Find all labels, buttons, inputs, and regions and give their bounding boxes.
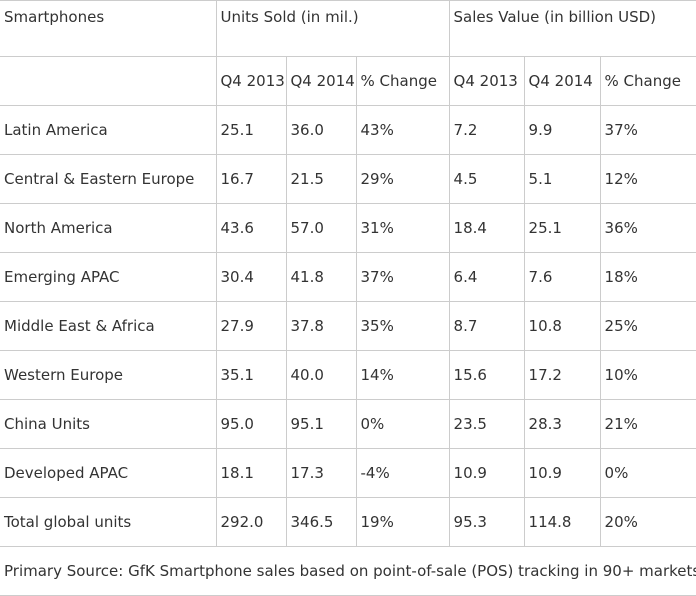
sales-change-cell: 36% xyxy=(599,203,696,253)
units-change-cell: 31% xyxy=(355,203,450,253)
sales-q4-2013-cell: 15.6 xyxy=(448,350,525,400)
units-change-cell: 0% xyxy=(355,399,450,449)
units-q4-2013-cell: 43.6 xyxy=(215,203,287,253)
table-row: Central & Eastern Europe 16.7 21.5 29% 4… xyxy=(0,154,696,204)
region-cell: Latin America xyxy=(0,105,217,155)
source-note: Primary Source: GfK Smartphone sales bas… xyxy=(0,546,696,596)
units-q4-2014-cell: 57.0 xyxy=(285,203,357,253)
table-row: Developed APAC 18.1 17.3 -4% 10.9 10.9 0… xyxy=(0,448,696,498)
sales-change-cell: 20% xyxy=(599,497,696,547)
header-units-q4-2014: Q4 2014 xyxy=(285,56,357,106)
sales-q4-2014-cell: 7.6 xyxy=(523,252,601,302)
sales-q4-2014-cell: 114.8 xyxy=(523,497,601,547)
units-change-cell: 35% xyxy=(355,301,450,351)
sales-q4-2014-cell: 9.9 xyxy=(523,105,601,155)
header-sales-change: % Change xyxy=(599,56,696,106)
units-q4-2014-cell: 21.5 xyxy=(285,154,357,204)
sales-change-cell: 25% xyxy=(599,301,696,351)
sales-q4-2013-cell: 10.9 xyxy=(448,448,525,498)
units-q4-2014-cell: 36.0 xyxy=(285,105,357,155)
sales-q4-2014-cell: 25.1 xyxy=(523,203,601,253)
units-change-cell: 14% xyxy=(355,350,450,400)
region-cell: Middle East & Africa xyxy=(0,301,217,351)
sales-change-cell: 12% xyxy=(599,154,696,204)
sales-q4-2014-cell: 10.8 xyxy=(523,301,601,351)
sales-q4-2014-cell: 10.9 xyxy=(523,448,601,498)
table-row: North America 43.6 57.0 31% 18.4 25.1 36… xyxy=(0,203,696,253)
header-units-q4-2013: Q4 2013 xyxy=(215,56,287,106)
header-empty-cell xyxy=(0,56,217,106)
sales-change-cell: 37% xyxy=(599,105,696,155)
region-cell: Developed APAC xyxy=(0,448,217,498)
region-cell: Western Europe xyxy=(0,350,217,400)
units-q4-2014-cell: 17.3 xyxy=(285,448,357,498)
units-q4-2013-cell: 27.9 xyxy=(215,301,287,351)
region-cell: Central & Eastern Europe xyxy=(0,154,217,204)
units-change-cell: -4% xyxy=(355,448,450,498)
header-sales-q4-2013: Q4 2013 xyxy=(448,56,525,106)
header-units-change: % Change xyxy=(355,56,450,106)
header-units-sold: Units Sold (in mil.) xyxy=(215,0,450,57)
sales-change-cell: 10% xyxy=(599,350,696,400)
region-cell: Total global units xyxy=(0,497,217,547)
region-cell: China Units xyxy=(0,399,217,449)
sales-q4-2014-cell: 5.1 xyxy=(523,154,601,204)
units-q4-2013-cell: 95.0 xyxy=(215,399,287,449)
table-row: Emerging APAC 30.4 41.8 37% 6.4 7.6 18% xyxy=(0,252,696,302)
header-sales-q4-2014: Q4 2014 xyxy=(523,56,601,106)
units-q4-2013-cell: 292.0 xyxy=(215,497,287,547)
sales-q4-2013-cell: 6.4 xyxy=(448,252,525,302)
sales-q4-2013-cell: 8.7 xyxy=(448,301,525,351)
units-q4-2013-cell: 35.1 xyxy=(215,350,287,400)
sales-q4-2014-cell: 28.3 xyxy=(523,399,601,449)
sales-q4-2013-cell: 95.3 xyxy=(448,497,525,547)
header-row-periods: Q4 2013 Q4 2014 % Change Q4 2013 Q4 2014… xyxy=(0,56,696,106)
table-row: China Units 95.0 95.1 0% 23.5 28.3 21% xyxy=(0,399,696,449)
sales-q4-2013-cell: 23.5 xyxy=(448,399,525,449)
units-q4-2014-cell: 346.5 xyxy=(285,497,357,547)
units-q4-2013-cell: 25.1 xyxy=(215,105,287,155)
units-q4-2014-cell: 40.0 xyxy=(285,350,357,400)
units-q4-2014-cell: 41.8 xyxy=(285,252,357,302)
units-change-cell: 43% xyxy=(355,105,450,155)
units-q4-2014-cell: 95.1 xyxy=(285,399,357,449)
source-row: Primary Source: GfK Smartphone sales bas… xyxy=(0,546,696,596)
region-cell: North America xyxy=(0,203,217,253)
sales-q4-2013-cell: 7.2 xyxy=(448,105,525,155)
units-q4-2013-cell: 30.4 xyxy=(215,252,287,302)
units-q4-2014-cell: 37.8 xyxy=(285,301,357,351)
sales-change-cell: 21% xyxy=(599,399,696,449)
header-row-label: Smartphones xyxy=(0,0,217,57)
table-row: Middle East & Africa 27.9 37.8 35% 8.7 1… xyxy=(0,301,696,351)
sales-q4-2013-cell: 18.4 xyxy=(448,203,525,253)
units-change-cell: 37% xyxy=(355,252,450,302)
units-q4-2013-cell: 18.1 xyxy=(215,448,287,498)
table-row: Western Europe 35.1 40.0 14% 15.6 17.2 1… xyxy=(0,350,696,400)
region-cell: Emerging APAC xyxy=(0,252,217,302)
units-q4-2013-cell: 16.7 xyxy=(215,154,287,204)
units-change-cell: 19% xyxy=(355,497,450,547)
sales-change-cell: 18% xyxy=(599,252,696,302)
header-sales-value: Sales Value (in billion USD) xyxy=(448,0,696,57)
sales-q4-2013-cell: 4.5 xyxy=(448,154,525,204)
table-row: Latin America 25.1 36.0 43% 7.2 9.9 37% xyxy=(0,105,696,155)
table-row-total: Total global units 292.0 346.5 19% 95.3 … xyxy=(0,497,696,547)
header-row-groups: Smartphones Units Sold (in mil.) Sales V… xyxy=(0,0,696,57)
units-change-cell: 29% xyxy=(355,154,450,204)
sales-q4-2014-cell: 17.2 xyxy=(523,350,601,400)
sales-change-cell: 0% xyxy=(599,448,696,498)
